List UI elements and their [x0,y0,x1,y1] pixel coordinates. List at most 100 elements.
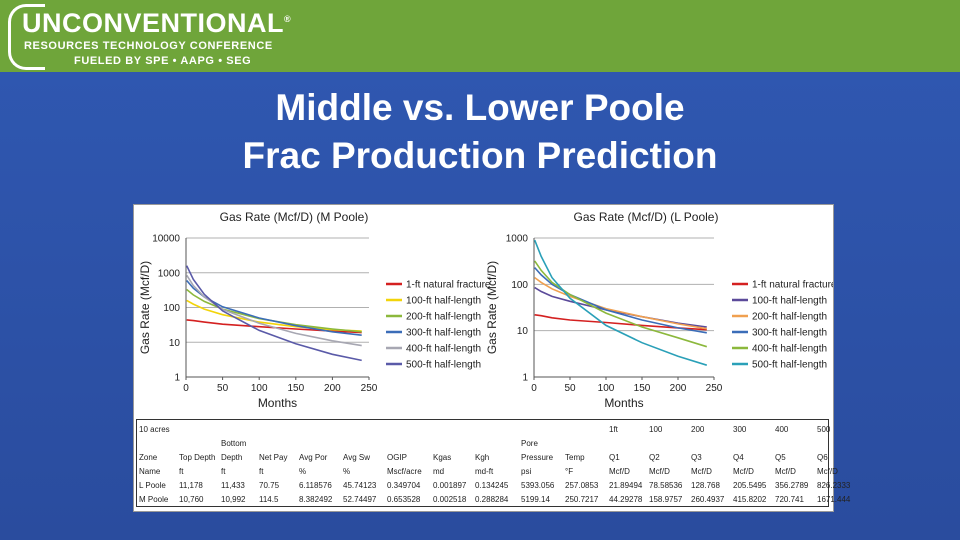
table-cell: 5393.056 [521,481,555,490]
table-cell: ft [179,467,184,476]
charts-svg: Gas Rate (Mcf/D) (M Poole)11010010001000… [138,210,837,410]
chart-l-poole-series-line [534,276,707,330]
table-cell: Q4 [733,453,744,462]
chart-m-poole-title: Gas Rate (Mcf/D) (M Poole) [220,210,369,224]
table-cell: 200 [691,425,705,434]
table-cell: Pressure [521,453,554,462]
table-cell: 45.74123 [343,481,377,490]
table-cell [431,434,473,448]
chart-l-poole-y-tick-label: 1 [522,373,528,384]
chart-m-poole-x-tick-label: 50 [217,383,229,394]
chart-l-poole-x-tick-label: 50 [564,383,576,394]
table-cell: Mcf/D [775,467,796,476]
table-cell: 0.288284 [475,495,509,504]
table-cell: Top Depth [179,453,216,462]
chart-m-poole-y-tick-label: 100 [163,303,180,314]
table-cell: Temp [565,453,585,462]
table-cell: Mcf/D [817,467,838,476]
reservoir-table: 10 acres 1ft 100 200 300 400 500 Bottom Pore Zone… [136,419,850,507]
table-cell: 500 [817,425,831,434]
table-cell: Mscf/acre [387,467,422,476]
table-row: L Poole 11,178 11,433 70.75 6.118576 45.74123… [137,476,855,490]
chart-m-poole-series-line [186,299,362,332]
figure-panel: Gas Rate (Mcf/D) (M Poole) 1 10 100 1000 1000… [133,204,850,512]
table-cell: Mcf/D [609,467,630,476]
chart-l-poole-legend-label: 1-ft natural fracture [752,280,833,291]
table-cell [177,434,219,448]
table-cell: Avg Por [299,453,328,462]
table-cell [219,420,257,434]
table-cell: Q5 [775,453,786,462]
table-cell: M Poole [139,495,169,504]
table-cell: 1671.444 [817,495,851,504]
chart-l-poole-y-tick-label: 10 [517,326,529,337]
logo-sponsors: FUELED BY SPE • AAPG • SEG [74,55,252,67]
table-cell [773,434,815,448]
table-cell: 300 [733,425,747,434]
chart-l-poole-x-tick-label: 200 [670,383,687,394]
table-cell: Bottom [221,439,247,448]
table-cell [689,434,731,448]
table-cell [519,420,563,434]
table-cell: 415.8202 [733,495,767,504]
chart-l-poole-series-line [534,267,707,334]
table-cell: Kgas [433,453,452,462]
table-cell [297,420,341,434]
chart-m-poole-x-tick-label: 150 [287,383,304,394]
chart-l-poole-y-axis-label: Gas Rate (Mcf/D) [485,261,499,354]
table-cell [297,434,341,448]
table-row: Zone Top Depth Depth Net Pay Avg Por Avg Sw OG… [137,448,855,462]
chart-m-poole-legend-label: 1-ft natural fracture [406,280,491,291]
chart-m-poole-legend-label: 200-ft half-length [406,312,481,323]
table-cell: Kgh [475,453,490,462]
chart-m-poole-y-tick-label: 10 [169,338,181,349]
table-cell [731,434,773,448]
chart-l-poole-series-line [534,260,708,348]
slide-title-line2: Frac Production Prediction [242,135,718,176]
table-cell: md [433,467,445,476]
chart-m-poole-y-tick-label: 10000 [152,234,180,245]
table-cell: Net Pay [259,453,288,462]
chart-m-poole-legend-label: 100-ft half-length [406,296,481,307]
table-cell: 114.5 [259,495,279,504]
table-cell [563,434,607,448]
conference-banner: UNCONVENTIONAL® RESOURCES TECHNOLOGY CON… [0,0,960,72]
chart-l-poole-x-tick-label: 100 [598,383,615,394]
table-cell: 8.382492 [299,495,333,504]
table-cell: Depth [221,453,243,462]
chart-l-poole-x-tick-label: 150 [634,383,651,394]
table-cell [473,420,519,434]
table-cell: °F [565,467,574,476]
table-cell: OGIP [387,453,408,462]
table-cell: Mcf/D [649,467,670,476]
table-cell: 257.0853 [565,481,599,490]
table-cell: 356.2789 [775,481,809,490]
table-cell: L Poole [139,481,166,490]
chart-l-poole-legend-label: 500-ft half-length [752,360,827,371]
table-cell: 0.001897 [433,481,467,490]
table-cell [563,420,607,434]
chart-l-poole-legend-label: 200-ft half-length [752,312,827,323]
logo-tagline: RESOURCES TECHNOLOGY CONFERENCE [24,40,273,52]
chart-l-poole-legend-label: 300-ft half-length [752,328,827,339]
table-cell [473,434,519,448]
table-cell [257,420,297,434]
chart-m-poole-y-tick-label: 1000 [158,268,181,279]
chart-l-poole-title: Gas Rate (Mcf/D) (L Poole) [574,210,719,224]
table-cell: Pore [521,439,538,448]
chart-m-poole-series-line [186,279,362,336]
table-cell: 0.002518 [433,495,467,504]
chart-l-poole-series-line [534,314,707,331]
table-cell: 5199.14 [521,495,550,504]
table-cell [137,434,177,448]
table-cell: Mcf/D [691,467,712,476]
table-cell: 78.58536 [649,481,683,490]
table-cell: Q1 [609,453,620,462]
table-cell: % [299,467,307,476]
table-cell [177,420,219,434]
chart-l-poole-series-line [533,239,708,366]
chart-l-poole-x-tick-label: 0 [531,383,537,394]
table-cell: Q2 [649,453,660,462]
table-cell [341,420,385,434]
chart-m-poole-y-tick-label: 1 [174,373,180,384]
